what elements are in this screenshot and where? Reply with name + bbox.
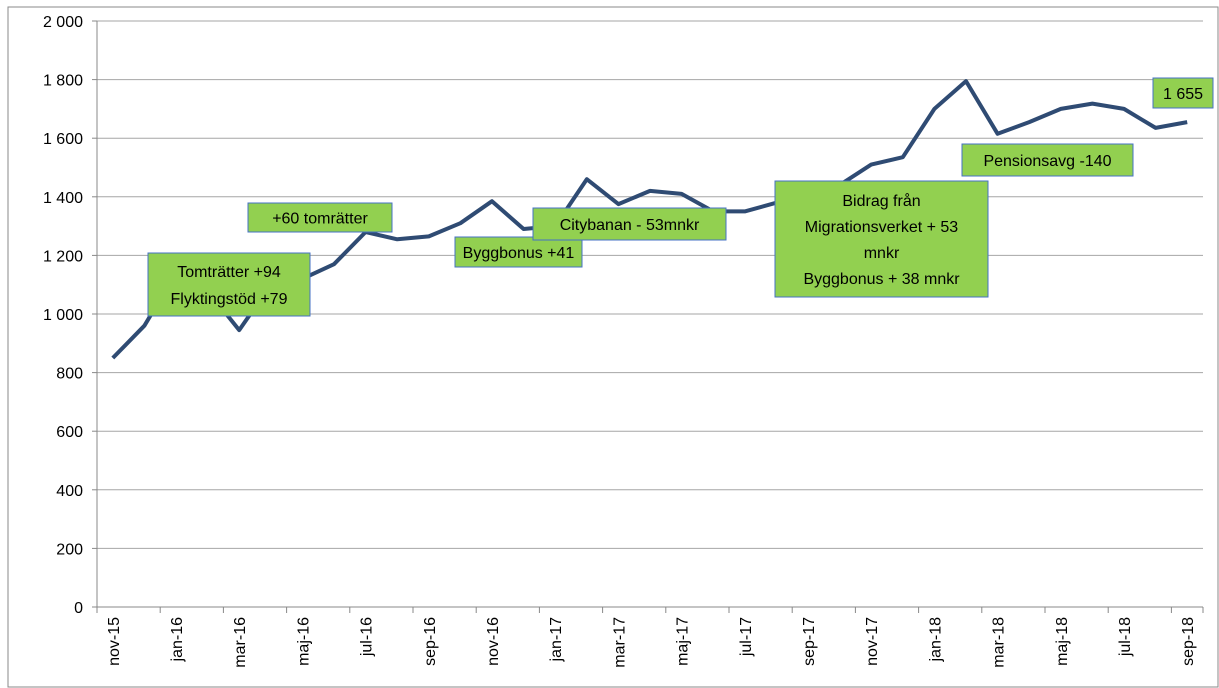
annotation-text: Citybanan - 53mnkr xyxy=(560,217,700,234)
annotation-text: Bidrag från xyxy=(842,192,920,210)
annotation-text: Flyktingstöd +79 xyxy=(171,291,288,308)
annotation-box xyxy=(774,180,989,298)
annotation-text: Byggbonus +41 xyxy=(463,245,575,262)
x-tick-label: jul-16 xyxy=(359,617,376,657)
y-tick-label: 200 xyxy=(56,541,83,558)
x-tick-label: nov-15 xyxy=(106,617,123,666)
y-tick-label: 0 xyxy=(74,600,83,617)
y-tick-label: 1 200 xyxy=(43,248,83,265)
annotation-box xyxy=(147,252,311,317)
x-tick-label: maj-16 xyxy=(295,617,312,666)
annotation-text: Pensionsavg -140 xyxy=(983,153,1111,170)
annotation-text: +60 tomrätter xyxy=(272,211,368,228)
x-tick-label: maj-17 xyxy=(675,617,692,666)
y-tick-label: 1 000 xyxy=(43,307,83,324)
annotation-text: Tomträtter +94 xyxy=(177,264,281,281)
y-tick-label: 800 xyxy=(56,366,83,383)
x-tick-label: sep-16 xyxy=(422,617,439,666)
annotation-text: Byggbonus + 38 mnkr xyxy=(803,271,960,288)
annotation-box xyxy=(961,143,1134,177)
x-tick-label: jan-18 xyxy=(927,617,944,663)
x-tick-label: nov-16 xyxy=(485,617,502,666)
y-tick-label: 1 600 xyxy=(43,131,83,148)
x-tick-label: jan-16 xyxy=(169,617,186,663)
y-tick-label: 400 xyxy=(56,483,83,500)
y-tick-label: 600 xyxy=(56,424,83,441)
x-tick-label: mar-18 xyxy=(991,617,1008,668)
x-tick-label: jul-18 xyxy=(1117,617,1134,657)
chart-frame xyxy=(7,6,1219,688)
x-tick-label: maj-18 xyxy=(1054,617,1071,666)
annotation-box xyxy=(1152,77,1214,109)
annotation-text: mnkr xyxy=(864,245,900,262)
annotation-box xyxy=(532,207,727,241)
y-tick-label: 1 800 xyxy=(43,73,83,90)
x-tick-label: jul-17 xyxy=(738,617,755,657)
x-tick-label: nov-17 xyxy=(864,617,881,666)
x-tick-label: mar-16 xyxy=(232,617,249,668)
data-label: 1 655 xyxy=(1163,86,1203,103)
annotation-text: Migrationsverket + 53 xyxy=(805,219,959,236)
y-tick-label: 1 400 xyxy=(43,190,83,207)
x-tick-label: sep-17 xyxy=(801,617,818,666)
x-tick-label: mar-17 xyxy=(611,617,628,668)
annotation-box xyxy=(454,236,583,268)
x-tick-label: jan-17 xyxy=(548,617,565,663)
y-tick-label: 2 000 xyxy=(43,14,83,31)
annotation-box xyxy=(247,202,393,233)
x-tick-label: sep-18 xyxy=(1180,617,1197,666)
